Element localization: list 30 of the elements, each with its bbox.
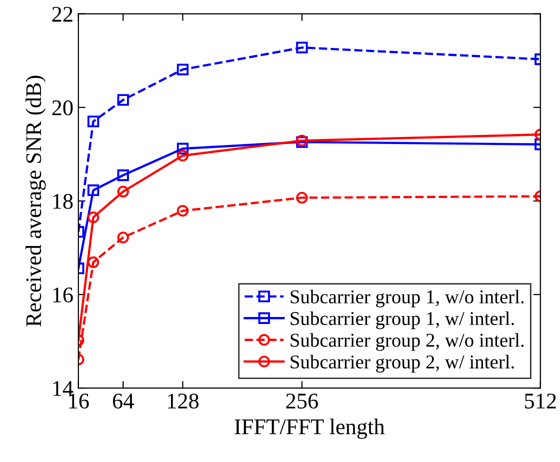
point [87, 256, 100, 268]
point [117, 94, 129, 106]
point [176, 204, 189, 217]
point [117, 169, 129, 182]
point [296, 42, 308, 54]
point [296, 192, 308, 204]
x-tick-label: 256 [286, 394, 318, 409]
y-axis-title: Received average SNR (dB) [26, 76, 46, 327]
legend-label: Subcarrier group 2, w/ interl. [290, 354, 514, 373]
legend-label: Subcarrier group 1, w/o interl. [290, 290, 524, 308]
y-tick-label: 16 [53, 288, 73, 302]
point [176, 142, 189, 154]
x-tick-label: 512 [525, 394, 556, 409]
x-axis-title: IFFT/FFT length [234, 418, 385, 439]
point [87, 184, 100, 196]
legend-label: Subcarrier group 2, w/o interl. [290, 333, 524, 351]
x-tick-label: 64 [112, 394, 134, 409]
y-tick-label: 14 [53, 381, 74, 396]
point [176, 150, 189, 162]
y-tick-label: 22 [52, 6, 72, 22]
x-tick-label: 16 [69, 394, 89, 409]
point [117, 186, 129, 198]
point [87, 116, 100, 128]
x-tick-label: 128 [168, 394, 199, 409]
y-tick-label: 18 [53, 194, 73, 209]
legend-label: Subcarrier group 1, w/ interl. [290, 311, 514, 330]
y-tick-label: 20 [52, 100, 73, 116]
point [176, 64, 189, 76]
point [117, 232, 129, 244]
point [87, 212, 100, 224]
